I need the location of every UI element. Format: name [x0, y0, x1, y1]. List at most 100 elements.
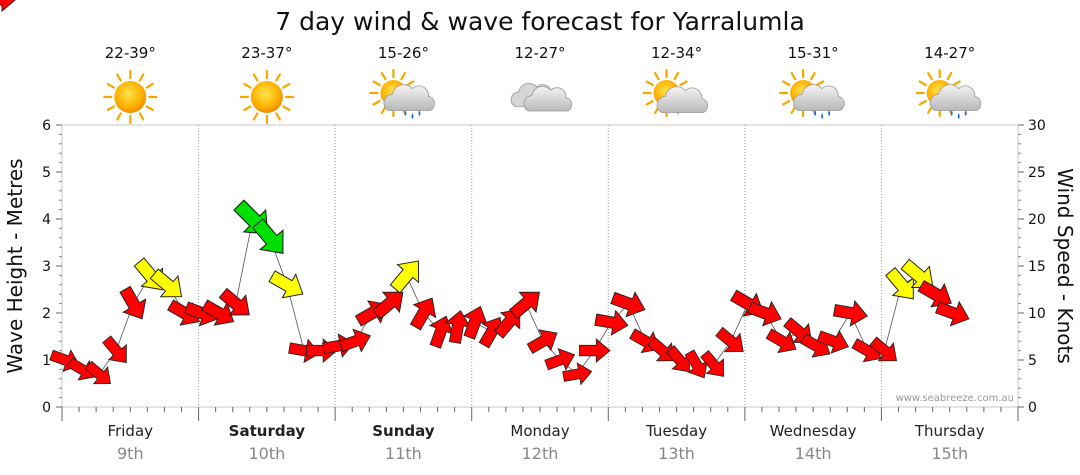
sun-ray — [406, 80, 415, 87]
day-date-label: 13th — [658, 444, 695, 463]
temp-range-label: 23-37° — [241, 44, 292, 62]
day-date-label: 9th — [117, 444, 144, 463]
y-left-tick-label: 5 — [42, 165, 51, 181]
y-right-tick-label: 0 — [1028, 400, 1037, 416]
wind-arrow-point — [149, 268, 183, 298]
sun-ray — [138, 73, 145, 82]
y-left-tick-label: 4 — [42, 212, 51, 228]
sun-ray — [372, 80, 381, 87]
sun-ray — [282, 105, 291, 112]
day-date-label: 14th — [795, 444, 832, 463]
sun-ray — [645, 80, 654, 87]
sunny-icon — [239, 69, 294, 125]
sun-ray — [275, 112, 281, 121]
wind-arrow-point — [579, 338, 611, 364]
wind-arrow-point — [544, 348, 576, 371]
plot-area — [61, 124, 1019, 408]
sun-ray — [927, 105, 933, 115]
rain-drop — [821, 113, 824, 119]
temp-range-label: 15-26° — [378, 44, 429, 62]
wind-arrow-point — [84, 360, 111, 385]
wind-series — [0, 0, 970, 386]
wind-arrow-point — [268, 270, 304, 299]
sun-ray — [946, 71, 953, 81]
sunny-icon — [103, 69, 158, 125]
sun-ray — [918, 99, 927, 106]
sun-ray — [116, 73, 122, 82]
y-left-tick-label: 1 — [42, 353, 51, 369]
day-name-label: Thursday — [914, 422, 985, 440]
cloud-shape — [929, 84, 982, 111]
wind-arrow-point — [444, 309, 471, 344]
rain-drop — [828, 110, 831, 116]
sun-ray — [782, 99, 791, 106]
day-name-label: Friday — [108, 422, 154, 440]
rain-drop — [964, 110, 967, 116]
day-summaries: 22-39° 23-37° 15-26° 12-27° 12-34° 15-31° 14-2… — [103, 44, 982, 125]
wind-arrow-point — [102, 335, 127, 364]
y-axis-right-label: Wind Speed - Knots — [1053, 168, 1077, 364]
chart-title: 7 day wind & wave forecast for Yarraluml… — [275, 7, 805, 36]
y-right-tick-label: 25 — [1028, 165, 1046, 181]
sun-ray — [372, 99, 381, 106]
y-left-tick-label: 6 — [42, 118, 51, 134]
wind-arrow-point — [526, 329, 558, 354]
sun-ray — [673, 71, 680, 81]
temp-range-label: 22-39° — [105, 44, 156, 62]
wind-arrow-point — [832, 299, 868, 327]
sun-ray — [918, 80, 927, 87]
sun-ray — [952, 80, 961, 87]
wind-arrow-point — [372, 291, 404, 320]
day-name-label: Sunday — [372, 422, 435, 440]
rain-drop — [411, 113, 414, 119]
wind-arrow-point — [610, 291, 646, 318]
day-name-label: Monday — [510, 422, 569, 440]
wind-arrow-point — [508, 291, 540, 320]
sun-disc — [114, 81, 147, 113]
sun-ray — [138, 112, 145, 121]
cloud-shape — [383, 84, 435, 111]
day-date-label: 10th — [248, 444, 285, 463]
wind-arrow-point — [747, 300, 782, 327]
sun-ray — [282, 82, 291, 89]
sun-ray — [679, 80, 688, 87]
temp-range-label: 12-34° — [651, 44, 702, 62]
y-right-tick-label: 15 — [1028, 259, 1046, 275]
rain-drop — [814, 110, 817, 116]
sun-cloud-rain-icon — [915, 68, 982, 119]
day-date-label: 15th — [931, 444, 968, 463]
day-name-label: Tuesday — [645, 422, 707, 440]
sun-ray — [653, 71, 660, 81]
wind-arrow-point — [562, 362, 593, 386]
wind-arrow-point — [462, 305, 488, 340]
sun-ray — [400, 71, 407, 81]
wind-arrow-point — [493, 308, 521, 339]
y-axis-left-label: Wave Height - Metres — [3, 158, 27, 373]
sun-ray — [116, 112, 122, 121]
sun-ray — [380, 105, 387, 115]
temp-range-label: 12-27° — [514, 44, 565, 62]
wind-arrow-point — [119, 285, 147, 320]
wind-arrow-point — [665, 345, 690, 373]
y-right-tick-label: 30 — [1028, 118, 1046, 134]
wind-arrow-point — [409, 297, 437, 331]
sun-ray — [106, 82, 115, 89]
sun-ray — [145, 82, 154, 89]
wind-arrow-point — [594, 309, 629, 336]
sun-cloud-rain-icon — [779, 68, 845, 119]
wind-arrow-point — [428, 315, 454, 349]
sun-ray — [243, 105, 252, 112]
wind-arrow-point — [765, 328, 797, 354]
y-left-tick-label: 2 — [42, 306, 51, 322]
wind-arrow-point — [251, 218, 284, 254]
sun-ray — [275, 73, 281, 82]
sun-ray — [145, 105, 154, 112]
watermark: www.seabreeze.com.au — [896, 393, 1014, 404]
y-left-tick-label: 0 — [42, 400, 51, 416]
day-date-label: 11th — [385, 444, 422, 463]
sun-ray — [380, 71, 387, 81]
y-right-tick-label: 10 — [1028, 306, 1046, 322]
wind-arrow-point — [201, 299, 235, 326]
sun-ray — [815, 80, 825, 87]
